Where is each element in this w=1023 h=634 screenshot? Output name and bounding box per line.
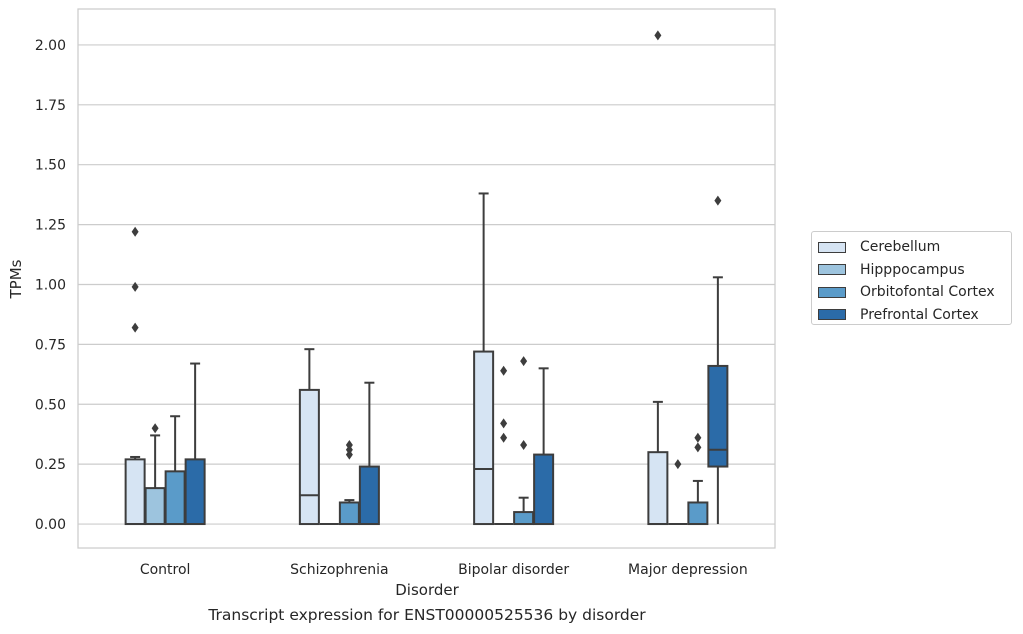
- x-tick-label: Control: [140, 562, 191, 578]
- legend-item: Prefrontal Cortex: [818, 304, 1011, 327]
- y-tick-label: 1.50: [35, 158, 66, 174]
- box-orbitofontal-cortex: [687, 432, 709, 526]
- box-body: [338, 501, 360, 526]
- y-tick-label: 1.75: [35, 98, 66, 114]
- y-tick-label: 0.50: [35, 397, 66, 413]
- outlier-point: [500, 432, 508, 443]
- legend-label: Hipppocampus: [860, 261, 965, 278]
- box-body: [184, 458, 206, 526]
- box-prefrontal-cortex: [533, 367, 555, 526]
- legend-label: Orbitofontal Cortex: [860, 284, 995, 301]
- legend-label: Cerebellum: [860, 239, 941, 256]
- box-prefrontal-cortex: [184, 362, 206, 526]
- legend-swatch: [818, 309, 846, 321]
- legend-swatch: [818, 264, 846, 276]
- y-tick-label: 1.25: [35, 218, 66, 234]
- x-tick-label: Schizophrenia: [290, 562, 388, 578]
- box-cerebellum: [124, 226, 146, 526]
- legend-swatch: [818, 286, 846, 298]
- y-tick-labels: 0.00 0.25 0.50 0.75 1.00 1.25 1.50 1.75 2.00: [35, 38, 66, 533]
- chart-title: Transcript expression for ENST0000052553…: [208, 606, 646, 624]
- box-prefrontal-cortex: [707, 195, 729, 525]
- y-tick-label: 0.25: [35, 457, 66, 473]
- box-body: [298, 388, 320, 526]
- box-body: [124, 458, 146, 526]
- box-body: [358, 465, 380, 526]
- x-tick-label: Major depression: [628, 562, 748, 578]
- x-tick-labels: Control Schizophrenia Bipolar disorder Majo…: [140, 562, 748, 578]
- y-axis-label: TPMs: [7, 259, 25, 299]
- outlier-point: [131, 226, 139, 237]
- box-body: [687, 501, 709, 526]
- legend-swatch: [818, 241, 846, 253]
- x-tick-label: Bipolar disorder: [458, 562, 569, 578]
- box-body: [533, 453, 555, 526]
- plot-frame: [77, 8, 776, 549]
- box-cerebellum: [298, 348, 320, 526]
- outlier-point: [694, 442, 702, 453]
- box-hipppocampus: [668, 459, 688, 526]
- y-tick-label: 1.00: [35, 277, 66, 293]
- outlier-point: [345, 439, 353, 450]
- outlier-point: [500, 418, 508, 429]
- outlier-point: [131, 322, 139, 333]
- y-tick-label: 2.00: [35, 38, 66, 54]
- y-tick-label: 0.75: [35, 337, 66, 353]
- x-axis-label: Disorder: [395, 581, 459, 599]
- outlier-point: [694, 432, 702, 443]
- legend-label: Prefrontal Cortex: [860, 306, 979, 323]
- box-body: [647, 451, 669, 526]
- outlier-point: [714, 195, 722, 206]
- legend-item: Orbitofontal Cortex: [818, 281, 1011, 304]
- box-body: [164, 470, 186, 526]
- outlier-point: [520, 356, 528, 367]
- outlier-point: [674, 459, 682, 470]
- box-body: [707, 364, 729, 468]
- plot-area: [78, 9, 775, 548]
- legend-item: Cerebellum: [818, 236, 1011, 259]
- outlier-point: [131, 281, 139, 292]
- box-body: [144, 487, 166, 526]
- y-tick-label: 0.00: [35, 517, 66, 533]
- outlier-point: [654, 30, 662, 41]
- box-prefrontal-cortex: [358, 381, 380, 526]
- outlier-point: [500, 365, 508, 376]
- outlier-point: [520, 439, 528, 450]
- box-hipppocampus: [494, 365, 514, 526]
- box-body: [513, 511, 535, 526]
- box-cerebellum: [647, 30, 669, 526]
- box-cerebellum: [473, 192, 495, 526]
- legend-item: Hipppocampus: [818, 259, 1011, 282]
- box-orbitofontal-cortex: [513, 356, 535, 526]
- outlier-point: [151, 423, 159, 434]
- legend: Cerebellum Hipppocampus Orbitofontal Corte…: [811, 231, 1012, 325]
- box-series: [124, 30, 729, 526]
- box-body: [473, 350, 495, 526]
